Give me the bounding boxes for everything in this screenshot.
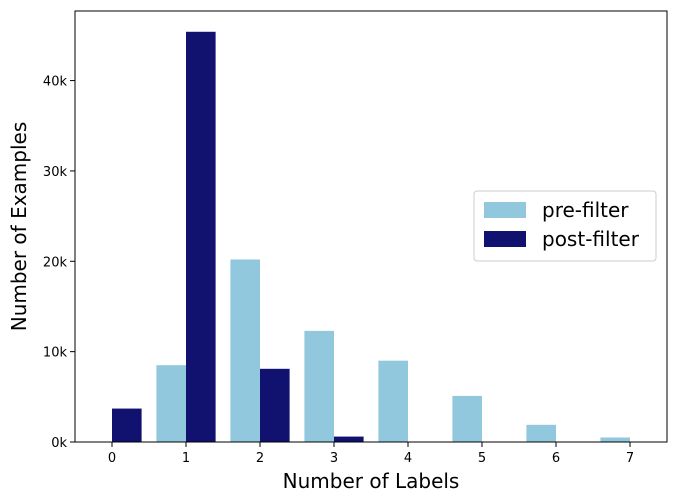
bar-post-filter-0 [112,409,142,442]
bar-pre-filter-1 [156,365,186,442]
bar-pre-filter-6 [526,425,556,442]
x-tick-label: 4 [404,451,412,466]
y-axis: 0k 10k 20k 30k 40k [43,75,75,451]
bar-pre-filter-3 [304,331,334,442]
x-axis-title: Number of Labels [283,469,460,493]
x-tick-label: 3 [330,451,338,466]
x-tick-label: 5 [478,451,486,466]
bar-pre-filter-7 [600,437,630,442]
x-tick-label: 1 [182,451,190,466]
y-tick-label: 0k [51,436,67,451]
x-axis: 0 1 2 3 4 5 6 7 [108,442,634,466]
bar-pre-filter-2 [230,259,260,442]
x-tick-label: 2 [256,451,264,466]
y-tick-label: 20k [43,255,68,270]
y-tick-label: 40k [43,75,68,90]
bar-pre-filter-4 [378,361,408,442]
y-tick-label: 30k [43,165,68,180]
legend-label-post-filter: post-filter [542,227,640,251]
bar-post-filter-3 [334,437,364,442]
legend: pre-filter post-filter [474,191,656,261]
bar-pre-filter-5 [452,396,482,442]
bar-post-filter-1 [186,32,216,442]
y-tick-label: 10k [43,346,68,361]
legend-swatch-post-filter [484,231,526,247]
bar-post-filter-2 [260,369,290,442]
x-tick-label: 0 [108,451,116,466]
legend-label-pre-filter: pre-filter [542,198,629,222]
x-tick-label: 6 [552,451,560,466]
y-axis-title: Number of Examples [7,122,31,332]
x-tick-label: 7 [626,451,634,466]
legend-swatch-pre-filter [484,202,526,218]
